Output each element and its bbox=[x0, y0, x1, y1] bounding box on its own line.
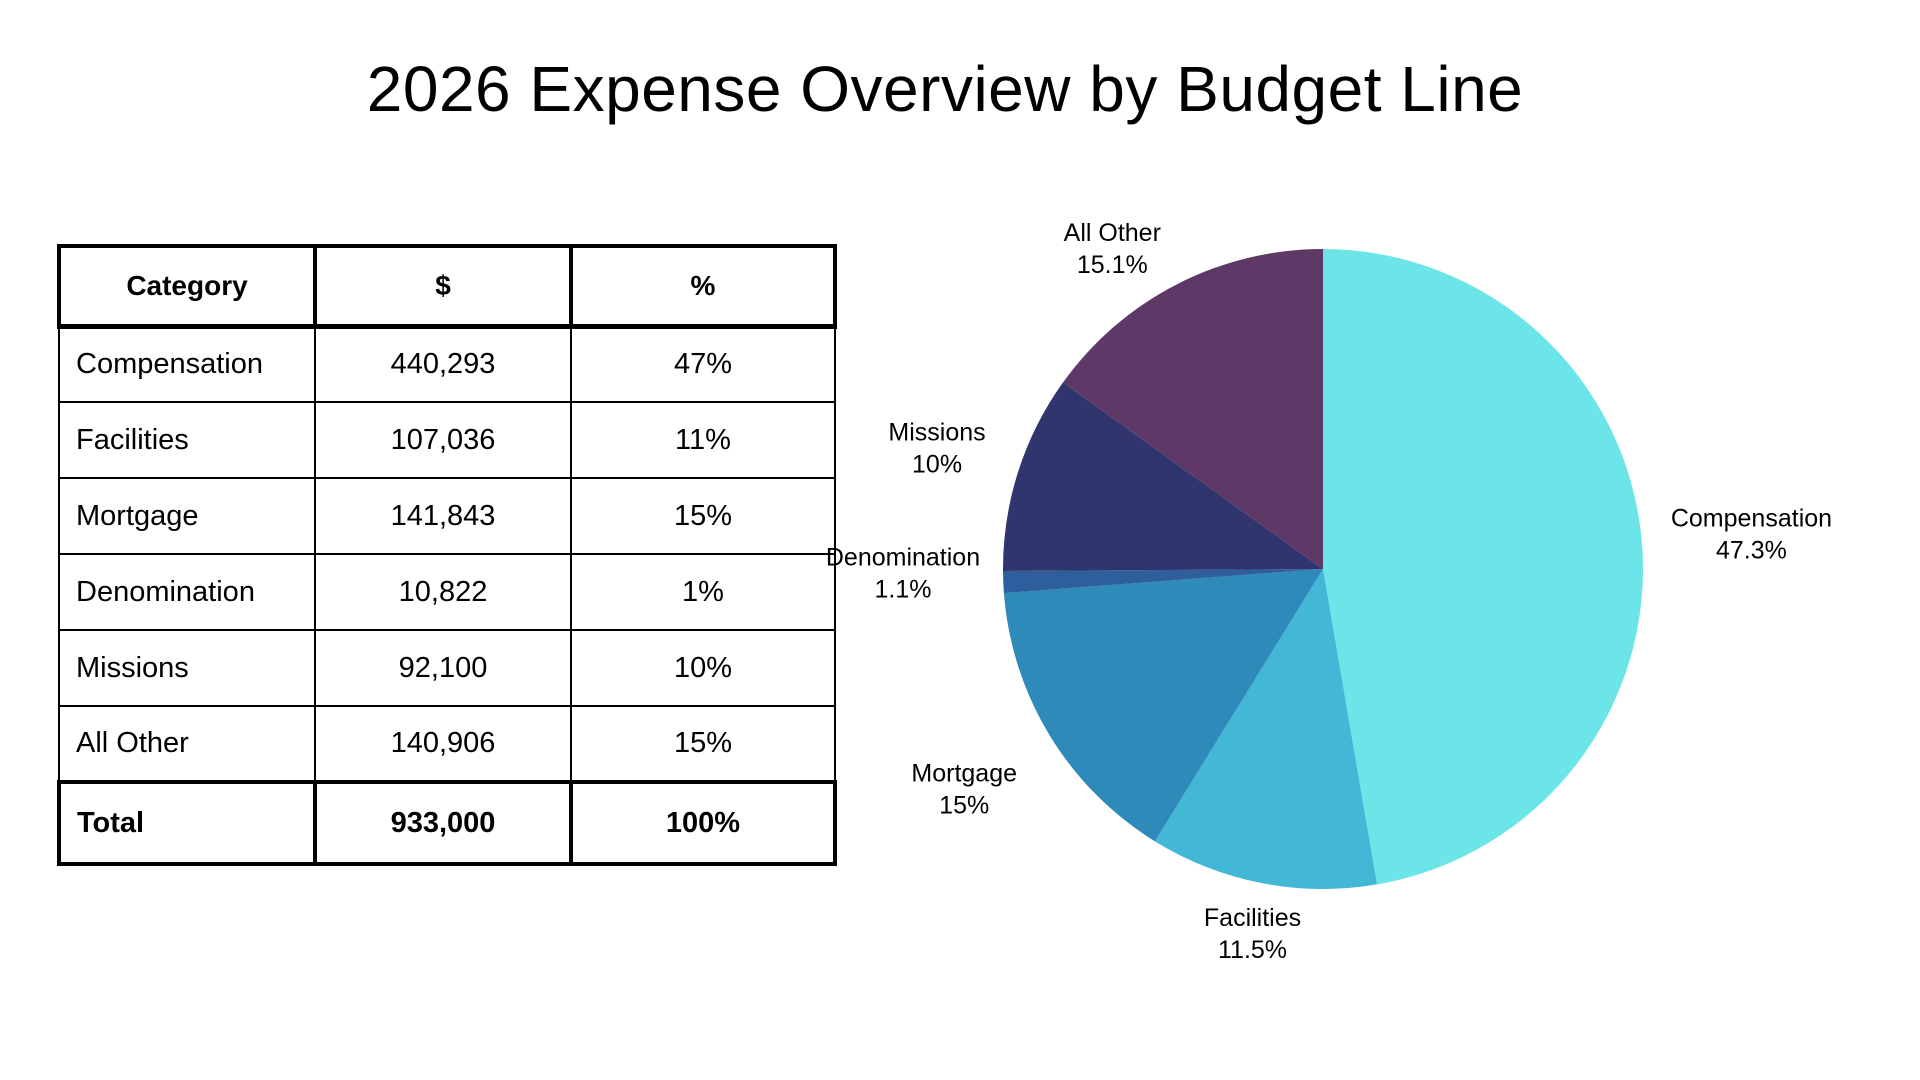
slice-label-name: Compensation bbox=[1671, 505, 1832, 533]
cell-percent: 11% bbox=[570, 401, 836, 479]
column-header-amount: $ bbox=[313, 244, 573, 329]
table-row: Denomination 10,822 1% bbox=[58, 553, 836, 631]
table-row: Facilities 107,036 11% bbox=[58, 401, 836, 479]
total-amount: 933,000 bbox=[313, 780, 573, 866]
table-row: Compensation 440,293 47% bbox=[58, 325, 836, 403]
cell-amount: 440,293 bbox=[314, 325, 572, 403]
pie-slice-compensation bbox=[1323, 249, 1644, 885]
cell-category: Missions bbox=[58, 629, 316, 707]
slice-label-name: Mortgage bbox=[911, 759, 1017, 787]
slice-label-value: 10% bbox=[912, 450, 962, 478]
total-label: Total bbox=[57, 780, 317, 866]
table-row: All Other 140,906 15% bbox=[58, 705, 836, 783]
slice-label-name: All Other bbox=[1064, 219, 1161, 247]
table-total-row: Total 933,000 100% bbox=[57, 780, 837, 866]
cell-amount: 107,036 bbox=[314, 401, 572, 479]
cell-category: Compensation bbox=[58, 325, 316, 403]
table-row: Mortgage 141,843 15% bbox=[58, 477, 836, 555]
cell-percent: 47% bbox=[570, 325, 836, 403]
cell-percent: 1% bbox=[570, 553, 836, 631]
column-header-category: Category bbox=[57, 244, 317, 329]
cell-percent: 15% bbox=[570, 477, 836, 555]
cell-amount: 141,843 bbox=[314, 477, 572, 555]
slice-label-value: 11.5% bbox=[1218, 936, 1287, 964]
pie-labels: Compensation 47.3% Facilities 11.5% Mortgage… bbox=[826, 219, 1832, 964]
cell-category: All Other bbox=[58, 705, 316, 783]
pie-slices bbox=[1003, 249, 1644, 890]
slice-label-name: Facilities bbox=[1204, 904, 1301, 932]
table-header-row: Category $ % bbox=[57, 244, 837, 329]
slice-label-value: 15.1% bbox=[1077, 251, 1148, 279]
budget-table: Category $ % Compensation 440,293 47% Fa… bbox=[57, 244, 837, 866]
cell-category: Denomination bbox=[58, 553, 316, 631]
cell-category: Facilities bbox=[58, 401, 316, 479]
pie-slice-facilities bbox=[1154, 569, 1378, 890]
pie-slice-mortgage bbox=[1003, 569, 1323, 842]
cell-amount: 10,822 bbox=[314, 553, 572, 631]
pie-slice-denomination bbox=[1003, 569, 1323, 594]
cell-category: Mortgage bbox=[58, 477, 316, 555]
slice-label-name: Missions bbox=[888, 418, 985, 446]
slice-label-name: Denomination bbox=[826, 543, 980, 571]
total-percent: 100% bbox=[569, 780, 837, 866]
cell-percent: 15% bbox=[570, 705, 836, 783]
pie-slice-all-other bbox=[1062, 249, 1323, 569]
slice-label-value: 15% bbox=[939, 791, 989, 819]
cell-amount: 140,906 bbox=[314, 705, 572, 783]
table-row: Missions 92,100 10% bbox=[58, 629, 836, 707]
slice-label-value: 1.1% bbox=[875, 575, 932, 603]
cell-percent: 10% bbox=[570, 629, 836, 707]
column-header-percent: % bbox=[569, 244, 837, 329]
chart-title: 2026 Expense Overview by Budget Line bbox=[366, 53, 1524, 125]
cell-amount: 92,100 bbox=[314, 629, 572, 707]
slice-label-value: 47.3% bbox=[1716, 537, 1787, 565]
pie-slice-missions bbox=[1003, 382, 1323, 572]
